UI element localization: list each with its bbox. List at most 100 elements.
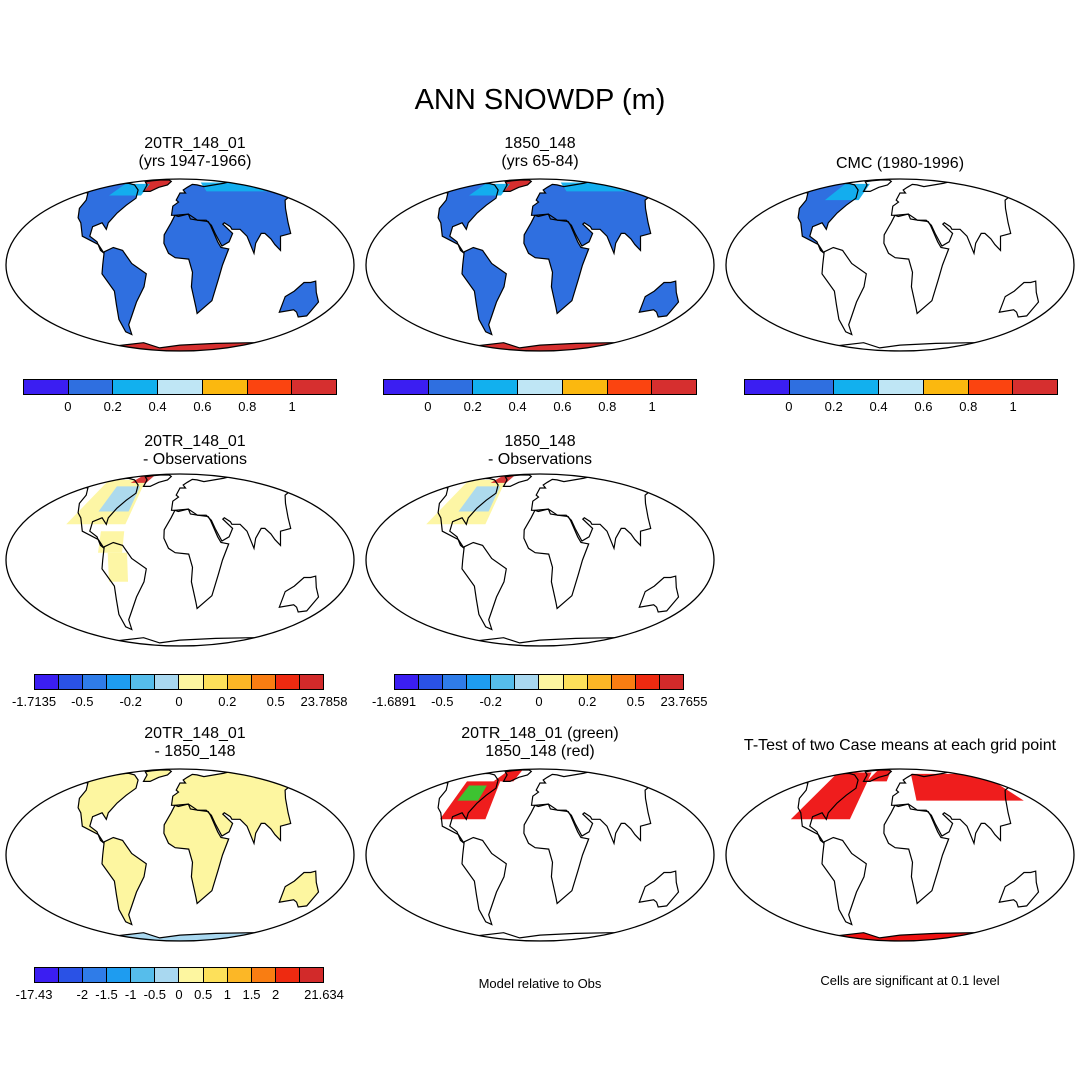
map-content [66,474,320,646]
data-overlay [458,486,501,512]
data-overlay [98,531,125,553]
colorbar-swatch [131,968,156,982]
coastline-sa [821,246,867,336]
colorbar-tick-label: 0.4 [508,399,527,414]
colorbar-tick-label: 0.2 [578,694,597,709]
coastline-au [638,575,680,613]
colorbar-swatch [275,968,300,982]
colorbar-swatch [155,675,180,689]
colorbar-diff-20tr-obs [34,674,324,690]
coastline-af [883,213,950,315]
coastline-an [794,342,1006,351]
land-fill-na [70,183,139,254]
land-fill-au [279,871,319,907]
colorbar-swatch [131,675,156,689]
colorbar-swatch [155,968,180,982]
land-fill-sa [102,247,147,335]
colorbar-tick-label: 0.2 [463,399,482,414]
colorbar-tick-label: -1.6891 [371,694,417,709]
coastline-gl [142,769,173,782]
colorbar-tick-label: 1 [1009,399,1017,414]
map-border [5,473,355,647]
land-fill-gl [143,770,172,782]
colorbar-swatch [35,675,60,689]
colorbar-tick-label: -0.5 [143,987,167,1002]
map-content [430,179,680,351]
land-fill-na [430,183,499,254]
land-fill-na [790,183,859,254]
land-fill-an [434,342,646,351]
colorbar-tick-label: 0 [535,694,543,709]
colorbar-tick-label: 0.4 [148,399,167,414]
colorbar-swatch [745,380,790,394]
colorbar-swatch [227,675,252,689]
colorbar-swatch [562,380,608,394]
colorbar-tick-label: 2 [272,987,280,1002]
map-panel-green-red [365,768,715,942]
coastline-gl [142,474,173,487]
colorbar-tick-label: 0.4 [869,399,888,414]
panel4-title-line2: - Observations [142,451,248,468]
land-fill-au [279,281,319,317]
colorbar-tick-label: 0 [785,399,793,414]
colorbar-swatch [107,675,132,689]
colorbar-tick-label: 0 [175,694,183,709]
map-panel-20tr [5,178,355,352]
colorbar-abs-2 [383,379,697,395]
map-content [426,474,680,646]
colorbar-tick-label: -0.5 [71,694,94,709]
panel1-title-line1: 20TR_148_01 [144,135,246,152]
colorbar-tick-label: 21.634 [304,987,344,1002]
panel6-title-line2: - 1850_148 [154,743,236,760]
data-overlay [98,486,141,512]
map-border [365,768,715,942]
note-significance: Cells are significant at 0.1 level [820,973,1000,988]
panel3-title-line1: CMC (1980-1996) [835,155,965,172]
colorbar-swatch [607,380,653,394]
colorbar-tick-label: 0.5 [626,694,645,709]
colorbar-swatch [491,675,516,689]
colorbar-swatch [834,380,880,394]
land-fill-af [163,804,229,904]
colorbar-swatch [539,675,564,689]
panel4-title-line1: 20TR_148_01 [144,433,246,450]
data-overlay [107,552,128,582]
colorbar-tick-label: -1.7135 [11,694,57,709]
coastline-na [790,772,859,844]
colorbar-swatch [24,380,69,394]
coastline-na [70,477,139,549]
colorbar-tick-label: 0.8 [598,399,617,414]
colorbar-swatch [587,675,612,689]
colorbar-swatch [251,675,276,689]
colorbar-swatch [428,380,474,394]
coastline-af [883,803,950,905]
data-overlay [469,183,510,196]
panel8-title: T-Test of two Case means at each grid po… [720,737,1080,755]
colorbar-tick-label: 0.6 [193,399,212,414]
map-border [5,768,355,942]
coastline-au [998,870,1040,908]
map-content [70,769,320,941]
coastline-eu [530,771,654,846]
colorbar-swatch [275,675,300,689]
colorbar-tick-label: 0.6 [914,399,933,414]
map-panel-ttest [725,768,1075,942]
map-content [790,179,1040,351]
coastline-an [434,932,646,941]
colorbar-swatch [443,675,468,689]
colorbar-swatch [107,968,132,982]
colorbar-swatch [83,968,108,982]
data-overlay [866,770,892,782]
panel5-title: 1850_148 - Observations [440,433,640,469]
coastline-na [790,182,859,254]
colorbar-swatch [635,675,660,689]
colorbar-swatch [659,675,683,689]
land-fill-na [70,773,139,844]
colorbar-swatch [179,968,204,982]
data-overlay [109,183,150,196]
coastline-eu [530,181,654,256]
colorbar-swatch [1013,380,1058,394]
coastline-sa [101,246,147,336]
colorbar-swatch [179,675,204,689]
colorbar-swatch [35,968,60,982]
